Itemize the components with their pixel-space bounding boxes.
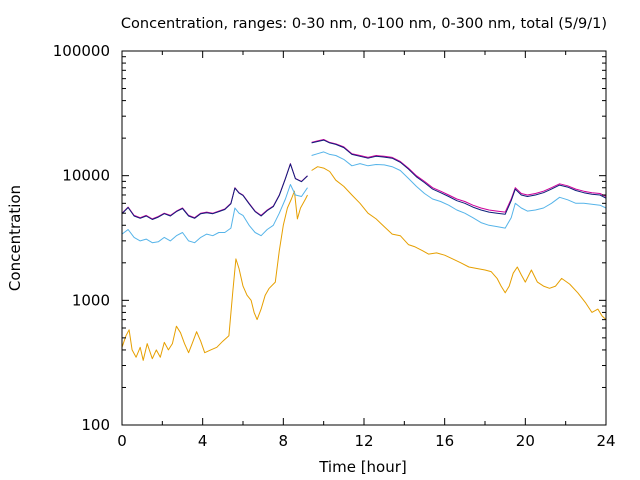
y-axis-label: Concentration [6,185,24,291]
y-tick-label: 100 [81,416,110,434]
y-tick-label: 100000 [53,42,110,60]
chart-title: Concentration, ranges: 0-30 nm, 0-100 nm… [121,16,607,32]
y-tick-label: 1000 [72,291,110,309]
series-line-2 [121,151,607,244]
series-line-1 [121,166,607,361]
x-tick-label: 0 [117,432,127,450]
x-tick-label: 4 [198,432,208,450]
y-tick-label: 10000 [62,167,110,185]
x-tick-label: 20 [516,432,535,450]
series-line-4 [121,139,607,220]
x-axis-label: Time [hour] [318,458,407,476]
x-tick-label: 8 [279,432,289,450]
x-tick-label: 24 [596,432,615,450]
x-tick-label: 16 [435,432,454,450]
x-tick-label: 12 [354,432,373,450]
ticks-layer: 0 4 8 12 16 20 24 100 1000 10000 100000 [53,42,616,450]
series-layer [121,139,607,361]
